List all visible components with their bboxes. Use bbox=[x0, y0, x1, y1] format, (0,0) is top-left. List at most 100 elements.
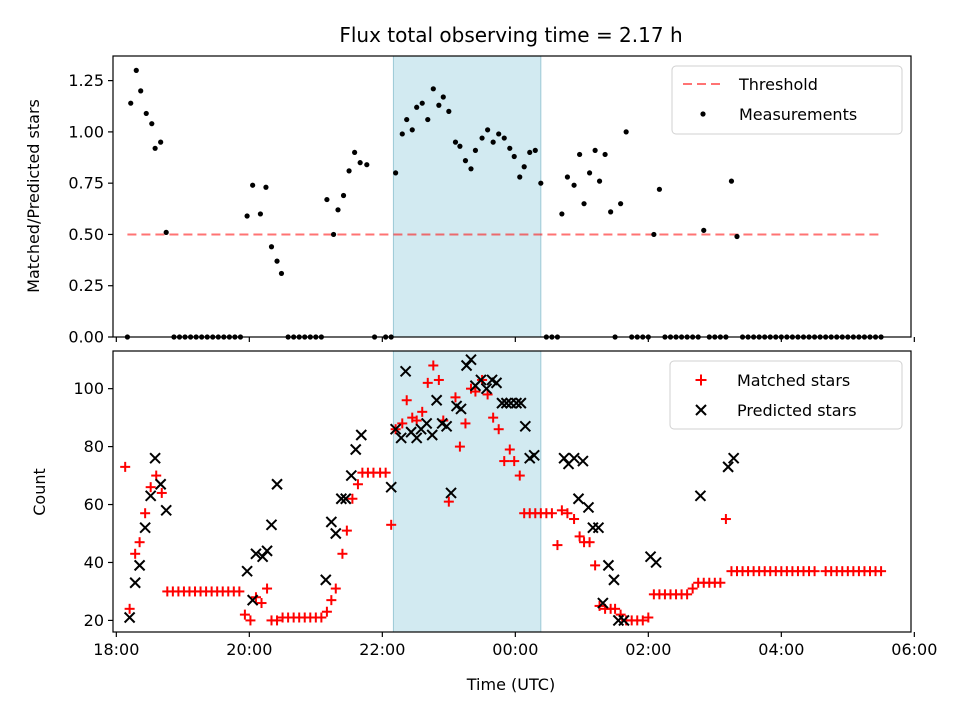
predicted-star-point bbox=[320, 574, 332, 586]
matched-star-point bbox=[347, 493, 358, 504]
predicted-star-point bbox=[465, 353, 477, 366]
predicted-star-point bbox=[490, 377, 503, 389]
predicted-star-point bbox=[582, 501, 595, 514]
figure-title: Flux total observing time = 2.17 h bbox=[339, 23, 682, 47]
matched-star-point bbox=[556, 505, 567, 516]
measurement-point bbox=[728, 178, 735, 184]
predicted-star-point bbox=[572, 493, 585, 505]
matched-star-point bbox=[428, 360, 439, 371]
matched-star-point bbox=[584, 537, 595, 548]
measurement-point bbox=[521, 164, 527, 170]
matched-star-point bbox=[493, 424, 504, 435]
measurement-point bbox=[623, 129, 629, 135]
predicted-star-point bbox=[261, 545, 273, 557]
matched-star-point bbox=[470, 386, 481, 397]
predicted-star-point bbox=[246, 594, 259, 606]
matched-star-point bbox=[876, 566, 887, 577]
y-tick-label: 80 bbox=[84, 437, 104, 456]
matched-star-point bbox=[450, 392, 461, 403]
measurement-point bbox=[274, 258, 280, 264]
matched-star-point bbox=[401, 395, 412, 406]
bottom-panel: 20 40 60 80 100 18:00 20:00 22:00 00:00 02:00 04:… bbox=[30, 350, 937, 694]
top-y-ticks: 0.00 0.25 0.50 0.75 1.00 1.25 bbox=[68, 71, 113, 347]
measurement-point bbox=[128, 100, 134, 106]
measurement-point bbox=[485, 127, 491, 133]
matched-star-point bbox=[720, 514, 731, 525]
measurement-point bbox=[399, 131, 405, 137]
predicted-star-point bbox=[123, 611, 136, 624]
predicted-star-point bbox=[430, 394, 443, 406]
measurement-point bbox=[446, 108, 452, 114]
matched-star-point bbox=[120, 461, 131, 472]
measurement-point bbox=[133, 67, 139, 73]
matched-star-point bbox=[590, 560, 601, 571]
matched-star-point bbox=[610, 603, 621, 614]
matched-star-point bbox=[443, 496, 454, 507]
legend-predicted-marker bbox=[695, 404, 707, 416]
matched-star-point bbox=[546, 508, 557, 519]
matched-star-point bbox=[234, 586, 245, 597]
measurement-point bbox=[490, 139, 496, 145]
bottom-axes-frame bbox=[112, 350, 912, 633]
predicted-star-point bbox=[144, 490, 157, 502]
x-tick-label: 04:00 bbox=[758, 640, 804, 659]
measurement-point bbox=[457, 143, 463, 149]
measurement-point bbox=[564, 174, 571, 180]
y-tick-label: 60 bbox=[84, 495, 104, 514]
measurement-point bbox=[364, 162, 370, 168]
y-tick-label: 0.00 bbox=[68, 328, 104, 347]
bottom-legend: Matched stars Predicted stars bbox=[669, 360, 903, 430]
measurement-point bbox=[559, 211, 565, 217]
predicted-star-point bbox=[510, 397, 523, 409]
measurement-point bbox=[507, 145, 513, 151]
predicted-star-point bbox=[325, 516, 338, 528]
matched-star-point bbox=[569, 514, 580, 525]
matched-star-point bbox=[341, 525, 352, 536]
predicted-star-point bbox=[496, 397, 508, 409]
measurement-point bbox=[404, 116, 410, 123]
measurement-point bbox=[596, 178, 603, 184]
bottom-y-ticks: 20 40 60 80 100 bbox=[73, 379, 113, 630]
predicted-star-point bbox=[139, 522, 151, 534]
matched-star-point bbox=[380, 467, 391, 478]
predicted-star-point bbox=[608, 574, 620, 586]
y-tick-label: 1.25 bbox=[68, 71, 104, 90]
measurement-point bbox=[163, 229, 169, 235]
measurement-point bbox=[479, 135, 485, 141]
measurement-point bbox=[357, 160, 363, 166]
measurement-point bbox=[414, 104, 420, 110]
measurement-point bbox=[496, 131, 502, 137]
x-tick-label: 02:00 bbox=[625, 640, 671, 659]
y-tick-label: 0.25 bbox=[68, 276, 104, 295]
matched-star-point bbox=[682, 589, 693, 600]
legend-predicted-label: Predicted stars bbox=[737, 401, 857, 420]
matched-star-point bbox=[397, 418, 408, 429]
measurement-point bbox=[263, 184, 269, 190]
measurement-point bbox=[527, 149, 533, 156]
matched-star-point bbox=[552, 540, 563, 551]
matched-star-point bbox=[637, 615, 648, 626]
predicted-star-point bbox=[330, 527, 342, 540]
x-tick-label: 22:00 bbox=[359, 640, 405, 659]
matched-star-point bbox=[245, 615, 256, 626]
measurement-point bbox=[393, 170, 399, 176]
measurement-point bbox=[250, 182, 256, 188]
measurement-point bbox=[468, 166, 474, 172]
matched-star-point bbox=[422, 377, 433, 388]
predicted-star-point bbox=[420, 417, 433, 430]
predicted-stars-series bbox=[123, 353, 740, 627]
measurement-point bbox=[352, 149, 358, 156]
predicted-star-point bbox=[727, 452, 740, 464]
predicted-star-point bbox=[500, 397, 513, 409]
predicted-star-point bbox=[340, 493, 352, 505]
measurement-point bbox=[581, 201, 587, 207]
predicted-star-point bbox=[618, 614, 630, 627]
predicted-star-point bbox=[722, 461, 734, 473]
predicted-star-point bbox=[577, 455, 589, 467]
measurement-point bbox=[257, 211, 264, 217]
matched-star-point bbox=[433, 374, 444, 385]
y-tick-label: 100 bbox=[73, 379, 104, 398]
measurement-point bbox=[409, 127, 415, 133]
matched-star-point bbox=[337, 548, 348, 559]
measurement-point bbox=[340, 192, 347, 199]
